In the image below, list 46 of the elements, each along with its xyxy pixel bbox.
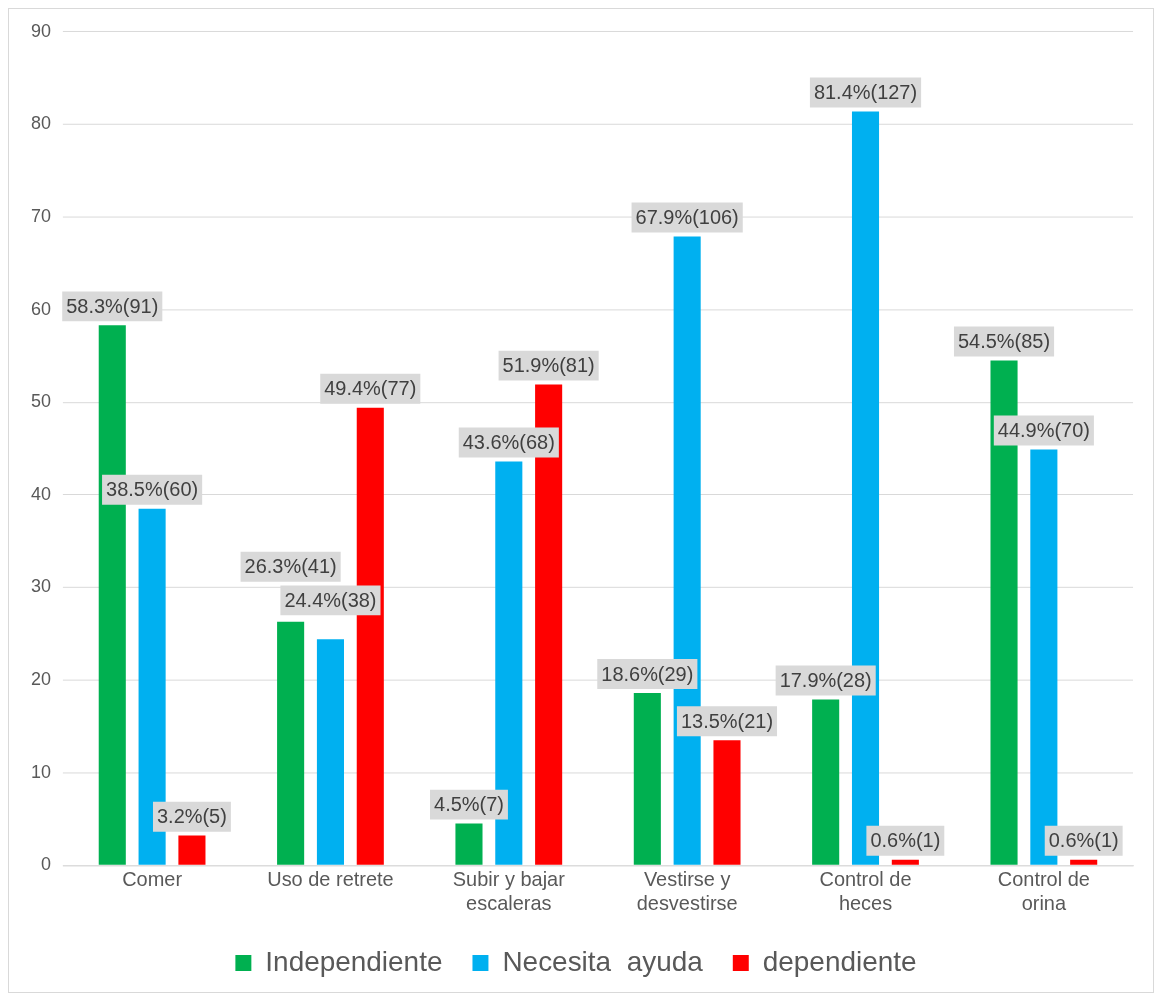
data-label: 26.3%(41) bbox=[244, 555, 337, 578]
y-tick-label: 40 bbox=[30, 483, 51, 504]
data-label: 0.6%(1) bbox=[1048, 829, 1119, 852]
data-label: 43.6%(68) bbox=[462, 431, 555, 454]
x-tick-label: Comer bbox=[122, 867, 183, 890]
y-tick-label: 80 bbox=[30, 113, 51, 134]
x-tick-label: Control de orina bbox=[997, 867, 1090, 914]
data-label: 24.4%(38) bbox=[284, 588, 377, 611]
data-label: 3.2%(5) bbox=[156, 805, 227, 828]
data-label: 81.4%(127) bbox=[813, 80, 918, 103]
y-tick-label: 70 bbox=[30, 205, 51, 226]
legend-label: Necesita ayuda bbox=[502, 945, 704, 977]
data-label: 58.3%(91) bbox=[66, 294, 159, 317]
data-label: 38.5%(60) bbox=[106, 478, 199, 501]
legend-label: Independiente bbox=[265, 945, 443, 977]
legend-label: dependiente bbox=[762, 945, 917, 977]
data-label: 44.9%(70) bbox=[997, 418, 1090, 441]
y-tick-label: 20 bbox=[30, 669, 51, 689]
y-tick-label: 50 bbox=[30, 391, 51, 412]
y-tick-label: 0 bbox=[40, 854, 51, 875]
bar bbox=[713, 740, 741, 865]
bar bbox=[316, 639, 344, 865]
bar bbox=[633, 693, 661, 865]
data-label: 4.5%(7) bbox=[434, 793, 504, 816]
x-tick-label: Control de heces bbox=[819, 867, 912, 914]
bar bbox=[178, 835, 206, 865]
x-tick-label: Uso de retrete bbox=[267, 867, 394, 890]
x-tick-label: Vestirse y desvestirse bbox=[636, 867, 738, 914]
bar bbox=[891, 859, 919, 865]
y-tick-label: 30 bbox=[30, 576, 51, 597]
data-label: 67.9%(106) bbox=[635, 205, 739, 228]
bar bbox=[1070, 859, 1098, 865]
data-label: 0.6%(1) bbox=[870, 829, 941, 852]
data-label: 17.9%(28) bbox=[779, 669, 872, 692]
bar bbox=[277, 621, 305, 865]
bar bbox=[455, 823, 483, 865]
data-label: 54.5%(85) bbox=[957, 330, 1051, 353]
data-label: 13.5%(21) bbox=[680, 709, 774, 732]
data-label: 49.4%(77) bbox=[324, 377, 417, 400]
x-tick-label: Subir y bajar escaleras bbox=[452, 867, 566, 914]
bar bbox=[812, 699, 840, 865]
data-label: 51.9%(81) bbox=[502, 354, 595, 377]
y-tick-label: 10 bbox=[30, 761, 51, 782]
data-label: 18.6%(29) bbox=[601, 662, 694, 685]
y-tick-label: 90 bbox=[30, 20, 51, 41]
y-tick-label: 60 bbox=[30, 298, 51, 319]
